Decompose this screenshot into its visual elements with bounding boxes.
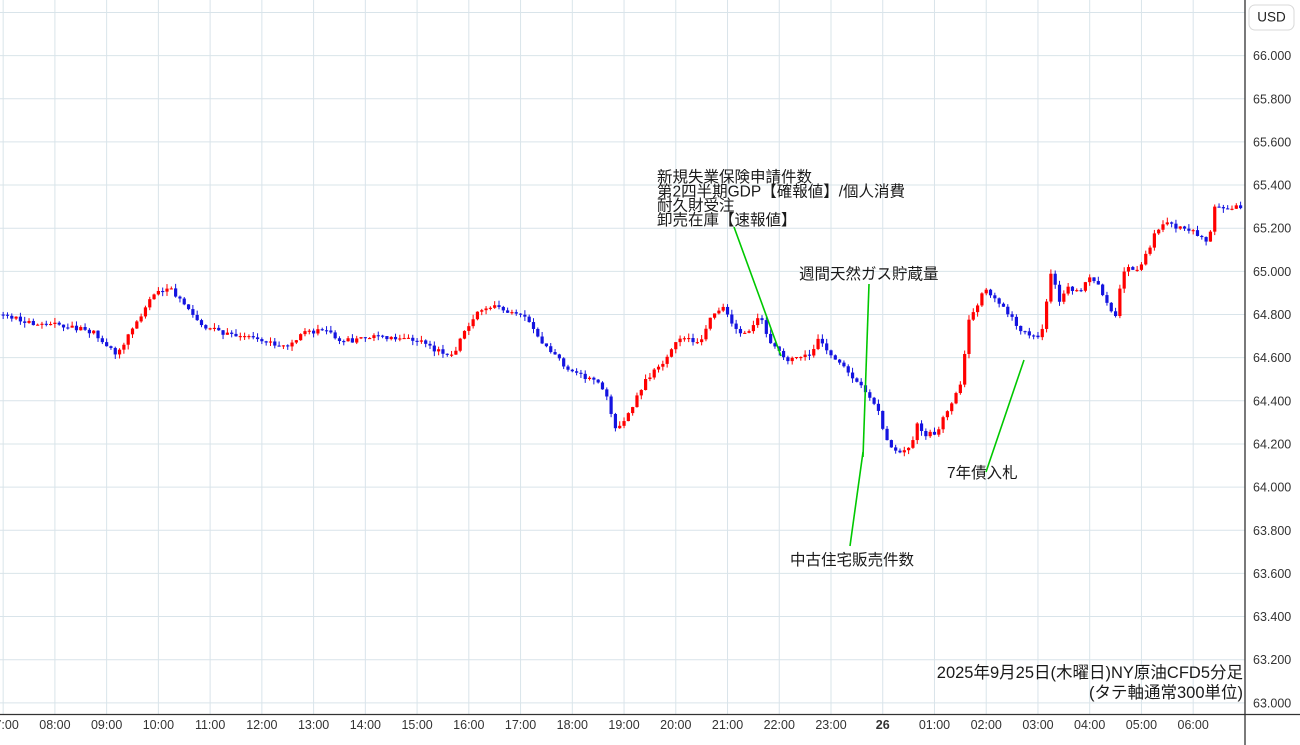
svg-text:11:00: 11:00: [195, 718, 225, 732]
svg-text:17:00: 17:00: [505, 718, 536, 732]
svg-text:09:00: 09:00: [91, 718, 122, 732]
svg-text:19:00: 19:00: [608, 718, 639, 732]
svg-text:23:00: 23:00: [815, 718, 846, 732]
svg-text:週間天然ガス貯蔵量: 週間天然ガス貯蔵量: [799, 265, 939, 283]
svg-text:65.000: 65.000: [1253, 265, 1291, 279]
svg-text:04:00: 04:00: [1074, 718, 1105, 732]
svg-text:63.800: 63.800: [1253, 524, 1291, 538]
svg-text:08:00: 08:00: [39, 718, 70, 732]
svg-text:(タテ軸通常300単位): (タテ軸通常300単位): [1089, 683, 1243, 702]
svg-text:22:00: 22:00: [764, 718, 795, 732]
svg-text:65.800: 65.800: [1253, 92, 1291, 106]
svg-text:21:00: 21:00: [712, 718, 743, 732]
svg-text:16:00: 16:00: [453, 718, 484, 732]
svg-text:64.800: 64.800: [1253, 308, 1291, 322]
svg-text:03:00: 03:00: [1022, 718, 1053, 732]
svg-text:64.200: 64.200: [1253, 437, 1291, 451]
svg-text:18:00: 18:00: [557, 718, 588, 732]
svg-text:20:00: 20:00: [660, 718, 691, 732]
svg-text:02:00: 02:00: [971, 718, 1002, 732]
svg-text:65.200: 65.200: [1253, 222, 1291, 236]
svg-text:7年債入札: 7年債入札: [947, 464, 1018, 482]
svg-text:05:00: 05:00: [1126, 718, 1157, 732]
svg-text:63.200: 63.200: [1253, 653, 1291, 667]
svg-text:63.400: 63.400: [1253, 610, 1291, 624]
svg-text:65.600: 65.600: [1253, 135, 1291, 149]
svg-text:65.400: 65.400: [1253, 179, 1291, 193]
svg-text:64.000: 64.000: [1253, 481, 1291, 495]
svg-text:15:00: 15:00: [401, 718, 432, 732]
svg-text:14:00: 14:00: [350, 718, 381, 732]
svg-text:07:00: 07:00: [0, 718, 19, 732]
svg-text:10:00: 10:00: [143, 718, 174, 732]
svg-text:63.600: 63.600: [1253, 567, 1291, 581]
svg-text:66.000: 66.000: [1253, 49, 1291, 63]
svg-text:64.400: 64.400: [1253, 394, 1291, 408]
svg-text:06:00: 06:00: [1178, 718, 1209, 732]
svg-text:63.000: 63.000: [1253, 696, 1291, 710]
svg-text:12:00: 12:00: [246, 718, 277, 732]
svg-text:01:00: 01:00: [919, 718, 950, 732]
svg-text:2025年9月25日(木曜日)NY原油CFD5分足: 2025年9月25日(木曜日)NY原油CFD5分足: [937, 663, 1243, 682]
svg-text:USD: USD: [1257, 10, 1286, 25]
svg-text:13:00: 13:00: [298, 718, 329, 732]
svg-text:中古住宅販売件数: 中古住宅販売件数: [790, 551, 915, 569]
svg-text:64.600: 64.600: [1253, 351, 1291, 365]
svg-text:卸売在庫【速報値】: 卸売在庫【速報値】: [657, 211, 797, 229]
svg-text:26: 26: [876, 718, 890, 732]
